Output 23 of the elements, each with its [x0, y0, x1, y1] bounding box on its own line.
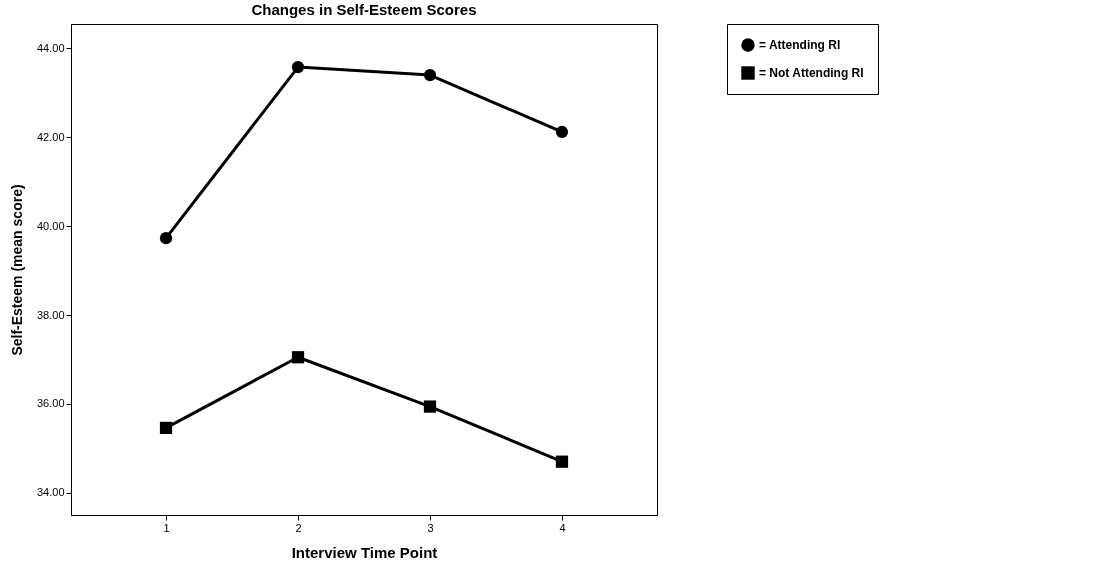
y-tick-label: 42.00	[36, 130, 65, 143]
x-tick-label: 1	[163, 521, 170, 534]
x-axis-title: Interview Time Point	[291, 543, 438, 561]
point	[423, 68, 437, 82]
point	[159, 421, 173, 435]
y-tick-label: 36.00	[36, 397, 65, 410]
point	[291, 60, 305, 74]
legend-label: = Not Attending RI	[759, 66, 864, 80]
y-tick-label: 44.00	[36, 41, 65, 54]
legend-label: = Attending RI	[759, 38, 841, 52]
x-tick-label: 4	[559, 521, 566, 534]
point	[555, 455, 569, 468]
point	[291, 351, 305, 364]
point	[159, 232, 173, 245]
x-tick-label: 2	[295, 521, 302, 534]
y-tick-label: 34.00	[36, 486, 65, 499]
x-tick-label: 3	[427, 521, 434, 534]
point	[555, 125, 569, 139]
y-tick-label: 40.00	[36, 219, 65, 232]
point	[423, 400, 437, 413]
y-tick-label: 38.00	[36, 308, 65, 321]
chart-title: Changes in Self-Esteem Scores	[251, 0, 477, 18]
y-axis-title: Self-Esteem (mean score)	[8, 184, 25, 356]
